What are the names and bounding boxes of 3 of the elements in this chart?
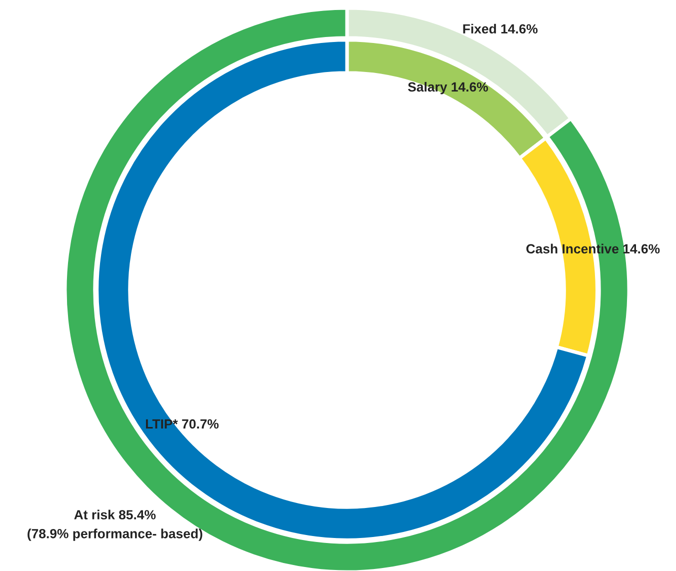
- slice-label: At risk 85.4%: [74, 510, 156, 520]
- text: (78.9% performance- based): [28, 528, 202, 541]
- slice-label: Fixed 14.6%: [463, 24, 538, 34]
